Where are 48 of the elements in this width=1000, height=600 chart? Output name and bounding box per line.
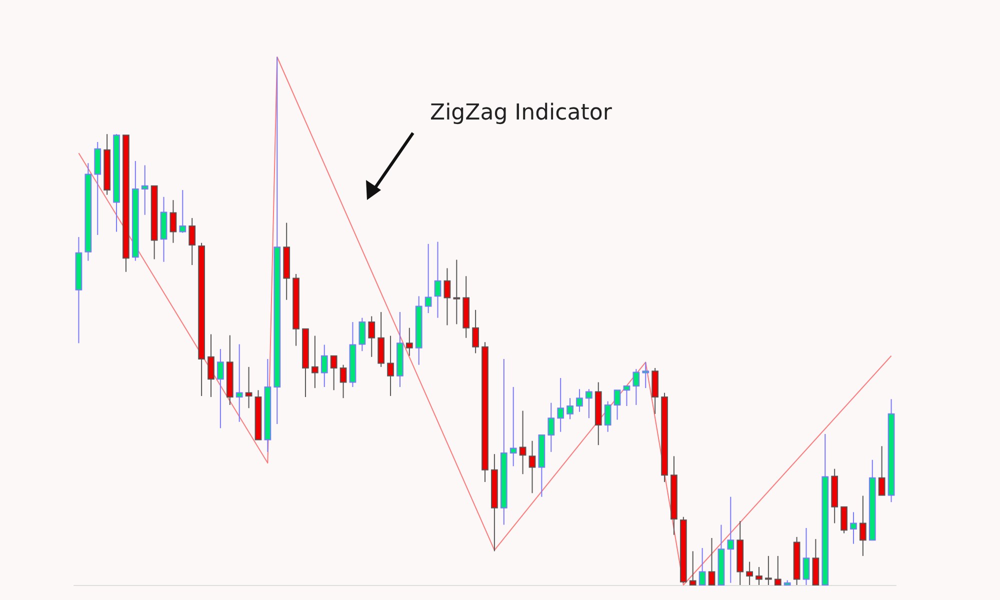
candlestick (406, 327, 413, 356)
candlestick (340, 364, 347, 399)
candlestick (566, 398, 574, 420)
candlestick (878, 446, 886, 496)
candlestick (774, 555, 782, 586)
candlestick (312, 335, 318, 389)
candlestick (576, 388, 583, 412)
annotation: ZigZag Indicator (430, 100, 613, 126)
candlestick (850, 512, 857, 544)
candlestick (510, 386, 517, 467)
candlestick (860, 495, 866, 556)
candlestick (330, 355, 338, 391)
candlestick (623, 385, 630, 407)
candlestick (557, 378, 564, 432)
candlestick (208, 334, 214, 398)
candlestick (434, 241, 442, 318)
candlestick (528, 440, 536, 494)
candlestick (188, 218, 196, 266)
candlestick (444, 268, 451, 326)
candlestick (604, 400, 612, 432)
candlestick (586, 388, 592, 419)
candlestick (840, 506, 848, 534)
candlestick (765, 555, 772, 586)
candlestick (746, 561, 753, 586)
candlestick (170, 200, 177, 244)
candlestick (548, 402, 555, 452)
candlestick (519, 410, 526, 475)
candlestick (368, 316, 376, 358)
candlestick (727, 496, 734, 584)
candlestick (179, 190, 186, 234)
candlestick (320, 344, 328, 388)
candlestick (632, 368, 640, 406)
candlestick (236, 344, 243, 422)
candlestick (387, 335, 394, 396)
candlestick (424, 243, 432, 314)
candlestick (358, 317, 366, 352)
candlestick (708, 538, 716, 586)
candlestick (453, 259, 460, 325)
candlestick (217, 348, 224, 429)
candlestick (756, 566, 762, 586)
candlestick (472, 309, 479, 354)
candlestick (698, 548, 706, 586)
candlestick (614, 390, 621, 420)
candlestick (642, 362, 650, 389)
candlestick (689, 550, 696, 586)
candlestick (802, 527, 810, 586)
candlestick (141, 164, 148, 216)
candlestick (245, 366, 252, 409)
